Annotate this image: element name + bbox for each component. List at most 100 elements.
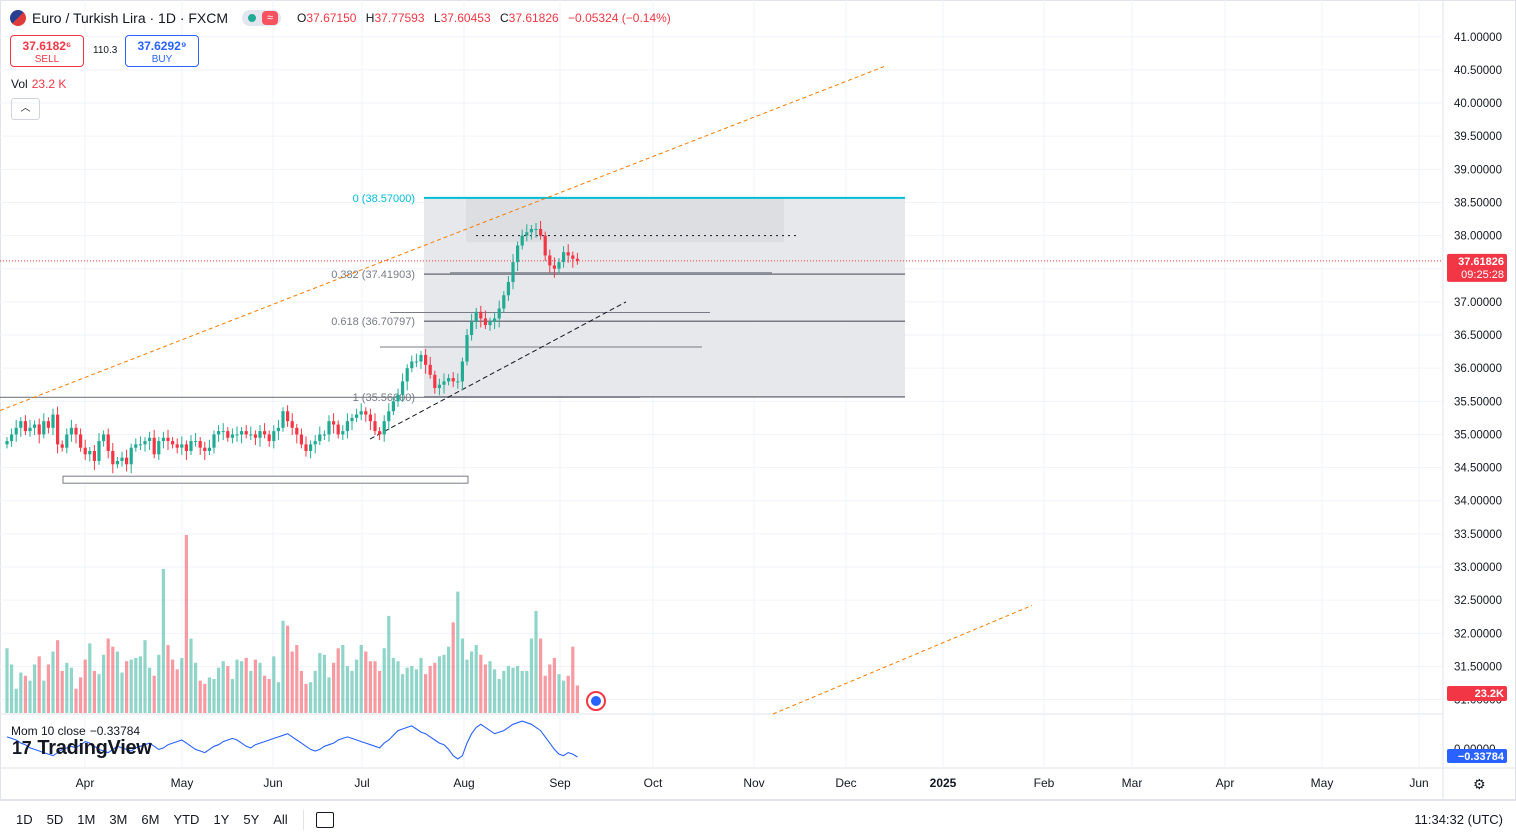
- volume-bar: [575, 685, 579, 713]
- candle-body: [460, 361, 464, 382]
- volume-bar: [230, 679, 234, 713]
- volume-bar: [60, 670, 64, 713]
- candle-body: [483, 318, 487, 326]
- volume-bar: [488, 661, 492, 713]
- candle-body: [138, 444, 142, 446]
- candle-body: [42, 421, 46, 435]
- volume-bar: [451, 622, 455, 713]
- timeframe-ytd[interactable]: YTD: [173, 812, 200, 827]
- volume-bar: [240, 661, 244, 713]
- sell-button[interactable]: 37.6182⁶ SELL: [10, 35, 84, 67]
- candle-body: [226, 431, 230, 438]
- timeframe-6m[interactable]: 6M: [141, 812, 160, 827]
- candle-body: [364, 411, 368, 415]
- candle-body: [207, 447, 211, 452]
- volume-bar: [414, 669, 418, 713]
- collapse-chevron-icon[interactable]: ︿: [11, 98, 40, 120]
- volume-bar: [364, 651, 368, 713]
- candle-body: [548, 255, 552, 266]
- buy-label: BUY: [151, 54, 173, 65]
- timeframe-5y[interactable]: 5Y: [243, 812, 260, 827]
- volume-bar: [14, 688, 18, 713]
- candle-body: [69, 427, 73, 435]
- candle-body: [552, 265, 556, 269]
- volume-bar: [355, 659, 359, 713]
- candle-body: [217, 431, 221, 435]
- mom-last-label-text: −0.33784: [1458, 751, 1505, 763]
- volume-bar: [226, 666, 230, 713]
- candle-body: [83, 447, 87, 455]
- candle-body: [479, 311, 483, 319]
- buy-button[interactable]: 37.6292⁹ BUY: [125, 35, 199, 67]
- candle-body: [493, 318, 497, 322]
- y-tick-label: 36.50000: [1454, 330, 1502, 342]
- candle-body: [437, 384, 441, 389]
- candle-body: [28, 427, 32, 432]
- market-status-pill[interactable]: ≈: [242, 10, 282, 26]
- volume-legend[interactable]: Vol 23.2 K: [11, 77, 66, 91]
- candle-body: [263, 431, 267, 435]
- volume-bar: [465, 659, 469, 713]
- timeframe-3m[interactable]: 3M: [109, 812, 128, 827]
- tradingview-watermark: 17 TradingView: [12, 737, 152, 759]
- y-tick-label: 34.50000: [1454, 463, 1502, 475]
- candle-body: [111, 451, 115, 465]
- sell-label: SELL: [34, 54, 60, 65]
- volume-bar: [470, 651, 474, 713]
- timeframe-all[interactable]: All: [273, 812, 288, 827]
- volume-bar: [249, 670, 253, 713]
- volume-bar: [419, 657, 423, 713]
- candle-body: [46, 421, 50, 428]
- volume-legend-label: Vol: [11, 77, 28, 91]
- volume-bar: [456, 591, 460, 713]
- symbol-header[interactable]: Euro / Turkish Lira · 1D · FXCM ≈ O37.67…: [10, 8, 677, 28]
- last-price-label-text: 09:25:28: [1461, 269, 1504, 281]
- candle-body: [79, 434, 83, 448]
- volume-bar: [161, 568, 165, 713]
- candle-body: [23, 421, 27, 432]
- volume-bar: [520, 670, 524, 713]
- candle-body: [401, 381, 405, 395]
- volume-bar: [359, 645, 363, 713]
- timeframe-1m[interactable]: 1M: [77, 812, 96, 827]
- timeframe-5d[interactable]: 5D: [46, 812, 64, 827]
- volume-bar: [286, 625, 290, 713]
- volume-bar: [175, 669, 179, 713]
- date-range-calendar-icon[interactable]: [315, 811, 334, 828]
- candle-body: [575, 258, 579, 261]
- candle-body: [299, 434, 303, 445]
- candle-body: [373, 421, 377, 432]
- volume-bar: [33, 664, 37, 713]
- candle-body: [414, 361, 418, 363]
- volume-bar: [88, 643, 92, 713]
- volume-bar: [290, 651, 294, 713]
- candle-body: [304, 444, 308, 452]
- volume-bar: [562, 680, 566, 713]
- candle-body: [171, 441, 175, 445]
- volume-bar: [244, 657, 248, 713]
- volume-bar: [442, 654, 446, 713]
- price-chart[interactable]: 41.00000 40.50000 40.00000 39.50000 39.00000…: [0, 0, 1516, 800]
- candle-body: [189, 441, 193, 452]
- y-tick-label: 40.00000: [1454, 98, 1502, 110]
- candle-body: [359, 411, 363, 415]
- volume-bar: [460, 638, 464, 713]
- volume-bar: [350, 670, 354, 713]
- candle-body: [506, 281, 510, 296]
- volume-legend-value: 23.2 K: [31, 77, 67, 91]
- x-tick-label: May: [171, 776, 194, 790]
- candle-body: [37, 424, 41, 435]
- settings-gear-icon[interactable]: ⚙: [1473, 776, 1486, 792]
- volume-bar: [203, 683, 207, 713]
- volume-bar: [74, 688, 78, 713]
- utc-clock[interactable]: 11:34:32 (UTC): [1414, 812, 1503, 827]
- volume-bar: [336, 648, 340, 713]
- volume-bar: [221, 661, 225, 713]
- timeframe-1d[interactable]: 1D: [16, 812, 33, 827]
- volume-bar: [69, 667, 73, 713]
- symbol-title[interactable]: Euro / Turkish Lira · 1D · FXCM: [32, 10, 229, 26]
- volume-bar: [258, 662, 262, 713]
- timeframe-1y[interactable]: 1Y: [213, 812, 230, 827]
- volume-bar: [295, 645, 299, 713]
- momentum-legend[interactable]: Mom 10 close −0.33784: [11, 724, 140, 738]
